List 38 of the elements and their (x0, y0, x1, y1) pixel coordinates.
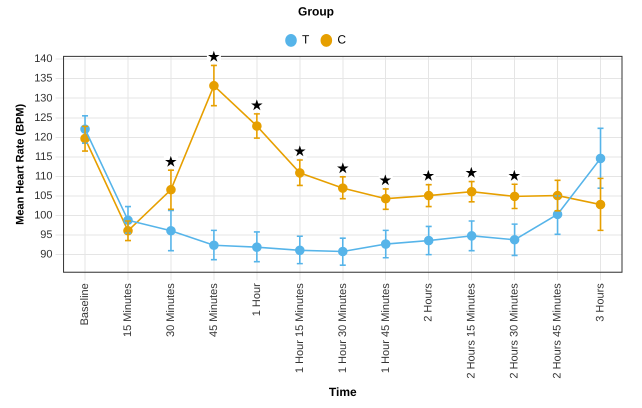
annotation: ★ (164, 154, 177, 169)
annotation: ★ (422, 168, 435, 184)
y-tick-label: 95 (40, 229, 53, 242)
x-tick-label: Baseline (79, 283, 92, 326)
legend-label: C (337, 32, 346, 47)
x-tick-label: 2 Hours 15 Minutes (466, 282, 478, 379)
y-tick-label: 120 (34, 131, 53, 144)
y-tick-label: 125 (34, 112, 53, 124)
x-tick-label: 3 Hours (594, 282, 607, 322)
y-tick-label: 100 (34, 210, 53, 222)
x-tick-label: 1 Hour 30 Minutes (336, 282, 349, 374)
y-tick-label: 110 (35, 170, 53, 182)
y-tick-label: 135 (34, 72, 53, 85)
x-axis-title: Time (328, 385, 357, 400)
annotation: ★ (294, 144, 306, 159)
y-tick-label: 115 (35, 150, 53, 163)
annotation: ★ (250, 97, 263, 112)
y-tick-label: 90 (40, 248, 53, 261)
annotation: ★ (508, 168, 521, 183)
legend-title: Group (298, 4, 334, 18)
annotation: ★ (380, 172, 392, 188)
y-axis-title: Mean Heart Rate (BPM) (14, 103, 27, 225)
y-tick-label: 130 (34, 92, 53, 104)
x-tick-label: 1 Hour (250, 282, 263, 316)
x-tick-label: 30 Minutes (164, 282, 177, 338)
x-tick-label: 45 Minutes (208, 282, 220, 338)
y-tick-label: 105 (34, 190, 53, 202)
annotation: ★ (336, 160, 349, 176)
annotation: ★ (208, 48, 220, 64)
x-tick-label: 2 Hours 45 Minutes (552, 282, 564, 379)
y-tick-label: 140 (34, 53, 53, 66)
x-tick-label: 1 Hour 15 Minutes (294, 282, 306, 374)
legend-label: T (302, 32, 310, 47)
x-tick-label: 2 Hours (422, 282, 435, 322)
annotation: ★ (466, 165, 478, 180)
x-tick-label: 2 Hours 30 Minutes (508, 282, 521, 379)
x-tick-label: 15 Minutes (122, 282, 134, 338)
x-tick-label: 1 Hour 45 Minutes (380, 282, 392, 374)
